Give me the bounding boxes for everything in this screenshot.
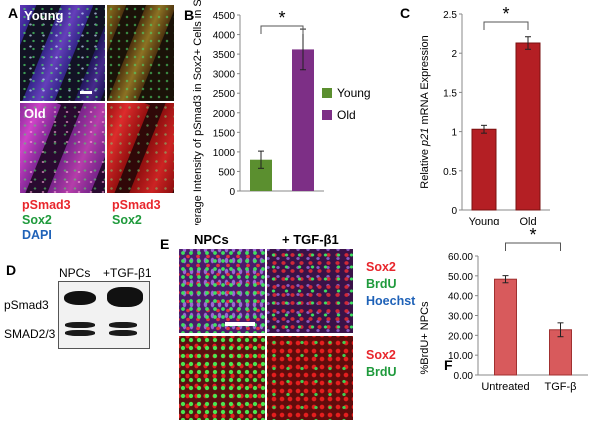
bar <box>250 159 272 191</box>
legend-dapi: DAPI <box>22 228 52 242</box>
y-tick-label: 0 <box>451 206 457 217</box>
chart-b-ylabel: Average Intensity of pSmad3 in Sox2+ Cel… <box>192 0 204 225</box>
chart-c: C Relative p21 mRNA Expression 0 0.5 1 1.5 2… <box>400 4 550 225</box>
legend-e-top: Sox2 BrdU Hoechst <box>366 259 415 310</box>
panel-label-f: F <box>444 357 453 373</box>
bar <box>292 49 314 191</box>
panel-label-d: D <box>6 262 17 278</box>
y-tick-label: 60.00 <box>448 252 473 263</box>
y-tick-label: 500 <box>218 167 235 178</box>
legend-sox2: Sox2 <box>366 348 396 362</box>
y-tick-label: 2000 <box>213 109 236 120</box>
y-tick-label: 1.5 <box>443 88 457 99</box>
y-tick-label: 2 <box>451 49 457 60</box>
y-tick-label: 4500 <box>213 11 236 22</box>
scale-bar <box>80 91 92 94</box>
panel-label-a: A <box>8 5 19 21</box>
y-tick-label: 30.00 <box>448 312 473 323</box>
y-tick-label: 4000 <box>213 31 236 42</box>
legend-young: Young <box>337 86 371 100</box>
bar <box>471 128 497 211</box>
significance-bracket <box>260 25 304 34</box>
y-tick-label: 3500 <box>213 50 236 61</box>
category-label: Untreated <box>481 381 529 393</box>
legend-sox2: Sox2 <box>22 213 52 227</box>
legend-old: Old <box>337 108 356 122</box>
panel-label-e: E <box>160 236 170 252</box>
y-tick-label: 1500 <box>213 128 236 139</box>
e-col-npcs: NPCs <box>194 232 229 247</box>
e-col-tgf: + TGF-β1 <box>282 232 339 247</box>
micrograph-npcs-brdu <box>179 336 265 420</box>
category-label: Old <box>519 216 536 225</box>
scale-bar <box>225 322 255 326</box>
y-tick-label: 2.5 <box>443 10 457 21</box>
significance-star: * <box>278 8 285 28</box>
category-label: TGF-β <box>545 381 577 393</box>
blot-band <box>65 330 95 336</box>
western-blot <box>58 281 150 349</box>
blot-row-smad23: SMAD2/3 <box>4 327 56 341</box>
old-label: Old <box>24 106 46 121</box>
significance-bracket <box>505 242 561 251</box>
blot-band <box>109 322 137 328</box>
y-tick-label: 0.5 <box>443 167 457 178</box>
young-label: Young <box>24 8 64 23</box>
legend-psmad3: pSmad3 <box>22 198 71 212</box>
micrograph-young-psmad3 <box>107 5 174 101</box>
panel-label-b: B <box>184 7 194 23</box>
legend-hoechst: Hoechst <box>366 294 416 308</box>
y-tick-label: 0.00 <box>454 371 474 382</box>
bar <box>515 42 541 211</box>
blot-band <box>65 322 95 328</box>
micrograph-young-dapi: Young <box>20 5 105 101</box>
micrograph-tgf-brdu <box>267 336 353 420</box>
y-tick-label: 0 <box>229 187 235 198</box>
legend-old-swatch <box>322 110 332 120</box>
y-tick-label: 2500 <box>213 89 236 100</box>
legend-a-left: pSmad3 Sox2 DAPI <box>22 198 71 243</box>
legend-sox2: Sox2 <box>366 260 396 274</box>
significance-star: * <box>529 226 536 245</box>
blot-band <box>107 287 143 307</box>
legend-brdu: BrdU <box>366 365 397 379</box>
panel-label-c: C <box>400 5 410 21</box>
micrograph-old-dapi: Old <box>20 103 105 193</box>
chart-f-ylabel: %BrdU+ NPCs <box>419 301 431 375</box>
legend-young-swatch <box>322 88 332 98</box>
legend-a-right: pSmad3 Sox2 <box>112 198 161 228</box>
micrograph-old-psmad3 <box>107 103 174 193</box>
y-tick-label: 50.00 <box>448 272 473 283</box>
blot-col-tgf: +TGF-β1 <box>103 266 152 280</box>
legend-sox2: Sox2 <box>112 213 142 227</box>
chart-c-ylabel: Relative p21 mRNA Expression <box>419 35 431 188</box>
blot-col-npcs: NPCs <box>59 266 91 280</box>
y-tick-label: 40.00 <box>448 292 473 303</box>
legend-brdu: BrdU <box>366 277 397 291</box>
blot-band <box>64 291 96 305</box>
micrograph-npcs-hoechst <box>179 249 265 333</box>
bar <box>494 278 517 376</box>
significance-bracket <box>483 21 529 30</box>
category-label: Young <box>469 216 500 225</box>
legend-e-bottom: Sox2 BrdU <box>366 347 397 381</box>
y-tick-label: 3000 <box>213 70 236 81</box>
y-tick-label: 1 <box>451 128 457 139</box>
blot-band <box>109 330 137 336</box>
significance-star: * <box>502 4 509 24</box>
micrograph-tgf-hoechst <box>267 249 353 333</box>
chart-f: F %BrdU+ NPCs 0.00 10.00 20.00 30.00 40.00 50… <box>419 226 588 393</box>
y-tick-label: 10.00 <box>448 351 473 362</box>
legend-psmad3: pSmad3 <box>112 198 161 212</box>
blot-row-psmad3: pSmad3 <box>4 298 49 312</box>
y-tick-label: 1000 <box>213 148 236 159</box>
chart-b: B Average Intensity of pSmad3 in Sox2+ C… <box>184 0 371 225</box>
y-tick-label: 20.00 <box>448 331 473 342</box>
